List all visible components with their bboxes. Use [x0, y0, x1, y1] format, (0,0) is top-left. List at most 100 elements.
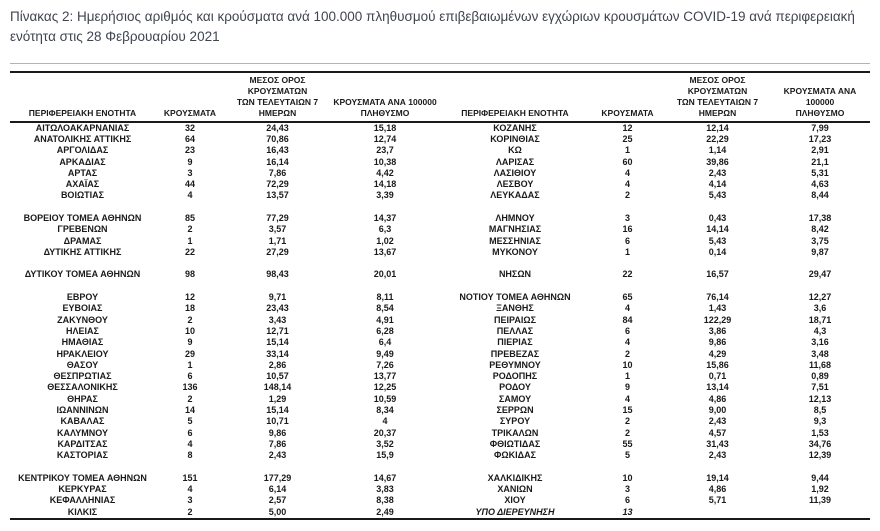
cell-per100k-left: 3,52: [376, 439, 394, 449]
cell-avg7-right: 9,00: [708, 405, 727, 416]
cell-avg7-left: 2,43: [268, 450, 287, 461]
cell-avg7-right: 31,43: [706, 439, 729, 449]
cell-per100k-right: [770, 258, 870, 269]
cell-avg7-left: 77,29: [266, 213, 289, 223]
cell-avg7-right: 39,86: [706, 156, 729, 167]
cell-region-right: ΦΩΚΙΔΑΣ: [494, 450, 536, 461]
cell-region-left: ΙΩΑΝΝΙΝΩΝ: [56, 405, 109, 416]
cell-cases-right: 4: [624, 393, 630, 404]
cell-cases-right: [590, 202, 665, 213]
cell-per100k-left: 9,49: [376, 348, 394, 359]
cell-cases-right: 2: [624, 427, 630, 438]
cell-per100k-right: [770, 462, 870, 473]
cell-region-right: ΥΠΟ ΔΙΕΡΕΥΝΗΣΗ: [475, 506, 555, 517]
cell-cases-right: 4: [624, 167, 630, 178]
cell-avg7-left: 24,43: [266, 122, 289, 133]
cell-per100k-left: 8,34: [376, 405, 394, 416]
cell-region-left: ΔΥΤΙΚΗΣ ΑΤΤΙΚΗΣ: [43, 246, 122, 257]
cell-cases-right: 10: [622, 472, 633, 483]
cell-per100k-left: 6,4: [378, 337, 392, 348]
cell-cases-right: 55: [622, 439, 633, 449]
cell-avg7-right: 22,29: [706, 133, 729, 144]
cell-per100k-right: 11,68: [808, 359, 832, 370]
cell-avg7-left: 16,14: [266, 156, 289, 167]
header-avg7-right: ΜΕΣΟΣ ΟΡΟΣ ΚΡΟΥΣΜΑΤΩΝ ΤΩΝ ΤΕΛΕΥΤΑΙΩΝ 7 Η…: [665, 71, 770, 123]
cell-cases-left: 4: [187, 484, 193, 495]
cell-region-left: ΓΡΕΒΕΝΩΝ: [57, 224, 108, 235]
cell-cases-left: 151: [182, 472, 198, 483]
cell-cases-right: 3: [624, 213, 630, 223]
cell-region-right: ΚΟΡΙΝΘΙΑΣ: [490, 133, 540, 144]
cell-avg7-right: 14,14: [706, 224, 729, 235]
cell-avg7-right: 4,57: [708, 427, 727, 438]
cell-region-right: ΣΑΜΟΥ: [498, 393, 532, 404]
cell-per100k-left: 20,37: [373, 427, 397, 438]
cell-per100k-right: [770, 507, 870, 519]
cell-per100k-right: 17,38: [808, 213, 832, 223]
cell-per100k-left: 13,67: [373, 246, 397, 257]
cell-per100k-left: 20,01: [373, 269, 397, 280]
cell-avg7-left: 5,00: [268, 506, 287, 517]
cell-region-right: ΣΕΡΡΩΝ: [496, 405, 534, 416]
cell-per100k-right: 17,23: [808, 133, 832, 144]
cell-per100k-right: 8,5: [813, 405, 827, 416]
cell-per100k-right: 18,71: [808, 314, 832, 325]
cell-cases-left: [155, 281, 225, 292]
cell-region-left: ΚΑΣΤΟΡΙΑΣ: [56, 450, 109, 461]
table-row: ΚΑΣΤΟΡΙΑΣ 8 2,43 15,9 ΦΩΚΙΔΑΣ 5 2,43 12,39: [10, 450, 870, 461]
cell-per100k-left: 8,38: [376, 495, 394, 506]
cell-per100k-left: 3,83: [376, 484, 394, 495]
cell-cases-left: 136: [182, 382, 198, 393]
cell-region-right: ΞΑΝΘΗΣ: [496, 303, 534, 314]
cell-region-left: ΚΑΡΔΙΤΣΑΣ: [57, 439, 108, 449]
cell-region-left: ΗΛΕΙΑΣ: [66, 326, 99, 336]
cell-region-left: ΕΥΒΟΙΑΣ: [62, 303, 103, 314]
cell-per100k-left: 14,67: [373, 472, 397, 483]
cell-avg7-right: 2,43: [708, 167, 727, 178]
cell-per100k-left: 4,42: [376, 167, 394, 178]
table-row: [10, 258, 870, 269]
cell-region-left: ΘΕΣΣΑΛΟΝΙΚΗΣ: [47, 382, 118, 393]
covid-regional-table: ΠΕΡΙΦΕΡΕΙΑΚΗ ΕΝΟΤΗΤΑ ΚΡΟΥΣΜΑΤΑ ΜΕΣΟΣ ΟΡΟ…: [10, 70, 870, 521]
cell-cases-left: 2: [187, 393, 193, 404]
cell-cases-left: 12: [184, 292, 195, 303]
cell-avg7-left: 13,57: [266, 190, 289, 201]
cell-per100k-right: 2,91: [811, 145, 829, 156]
cell-cases-right: 13: [622, 506, 633, 517]
cell-avg7-left: 23,43: [266, 303, 289, 314]
header-cases-left: ΚΡΟΥΣΜΑΤΑ: [155, 71, 225, 123]
cell-cases-right: 5: [624, 450, 630, 461]
cell-avg7-left: 1,29: [268, 393, 287, 404]
cell-per100k-right: [770, 281, 870, 292]
cell-avg7-right: 5,71: [708, 495, 727, 506]
cell-cases-left: 2: [187, 506, 193, 517]
cell-cases-left: 4: [187, 439, 193, 449]
cell-per100k-right: 1,92: [811, 484, 829, 495]
header-per100k-right: ΚΡΟΥΣΜΑΤΑ ΑΝΑ 100000 ΠΛΗΘΥΣΜΟ: [770, 71, 870, 123]
cell-cases-left: 32: [184, 122, 195, 133]
table-row: ΚΕΡΚΥΡΑΣ 4 6,14 3,83 ΧΑΝΙΩΝ 3 4,86 1,92: [10, 484, 870, 495]
cell-avg7-left: 27,29: [266, 246, 289, 257]
cell-region-left: ΑΡΓΟΛΙΔΑΣ: [56, 145, 109, 156]
cell-cases-left: 22: [184, 246, 195, 257]
cell-cases-left: 23: [184, 145, 195, 156]
table-caption: Πίνακας 2: Ημερήσιος αριθμός και κρούσμα…: [10, 9, 855, 45]
cell-cases-left: [155, 258, 225, 269]
cell-cases-left: 3: [187, 495, 193, 506]
cell-cases-left: 6: [187, 427, 193, 438]
cell-region-left: ΑΝΑΤΟΛΙΚΗΣ ΑΤΤΙΚΗΣ: [33, 133, 132, 144]
cell-avg7-left: 9,86: [268, 427, 287, 438]
header-region-right: ΠΕΡΙΦΕΡΕΙΑΚΗ ΕΝΟΤΗΤΑ: [440, 71, 590, 123]
cell-avg7-left: 6,14: [268, 484, 287, 495]
cell-region-right: ΧΑΝΙΩΝ: [497, 484, 533, 495]
table-body: ΑΙΤΩΛΟΑΚΑΡΝΑΝΙΑΣ 32 24,43 15,18 ΚΟΖΑΝΗΣ 12 12,…: [10, 122, 870, 519]
cell-avg7-left: 177,29: [263, 472, 292, 483]
cell-per100k-left: 6,28: [376, 326, 394, 336]
cell-per100k-right: 12,13: [808, 393, 832, 404]
cell-region-right: ΠΕΙΡΑΙΩΣ: [494, 314, 536, 325]
cell-cases-left: 14: [184, 405, 195, 416]
cell-region-left: ΚΕΡΚΥΡΑΣ: [58, 484, 107, 495]
cell-cases-left: 4: [187, 190, 193, 201]
table-row: ΑΡΤΑΣ 3 7,86 4,42 ΛΑΣΙΘΙΟΥ 4 2,43 5,31: [10, 168, 870, 179]
cell-per100k-right: 8,42: [811, 224, 829, 235]
